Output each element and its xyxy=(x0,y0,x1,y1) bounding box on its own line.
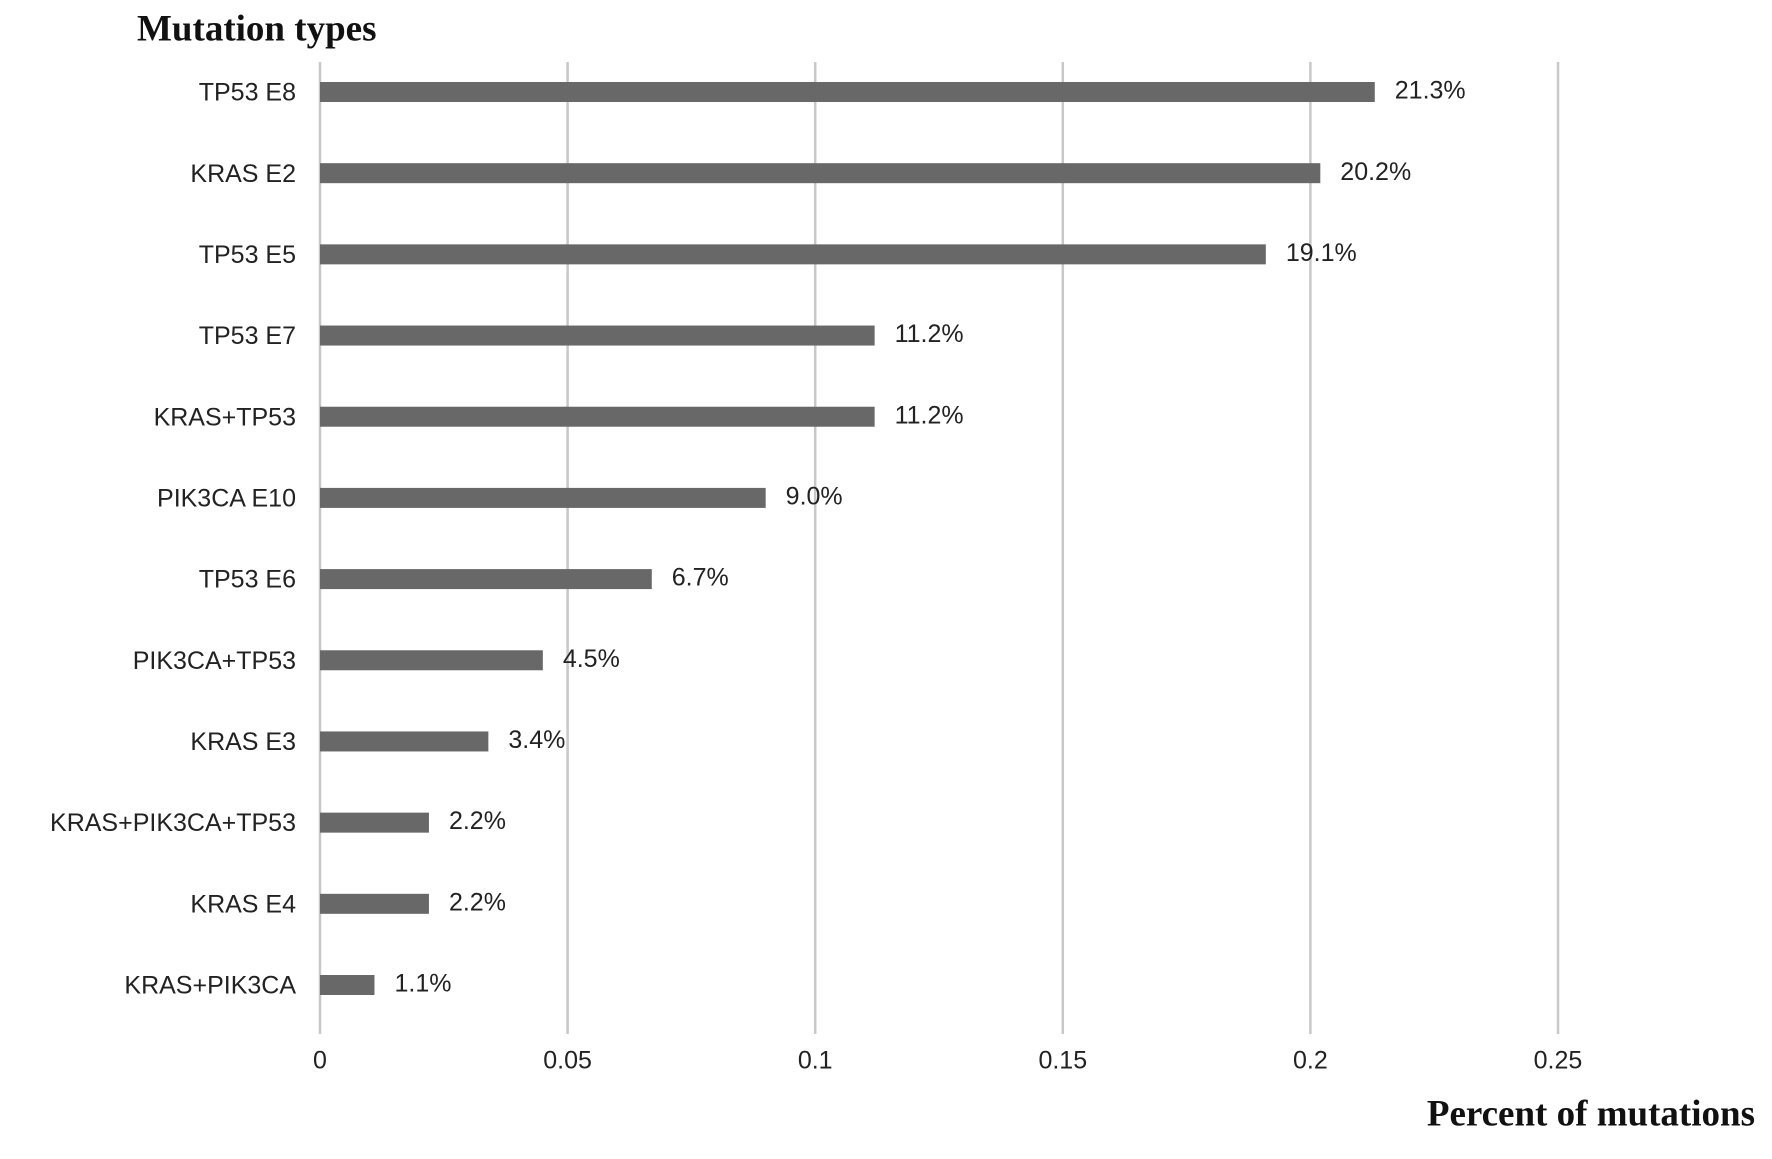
y-tick-label: PIK3CA+TP53 xyxy=(133,647,296,675)
x-tick-label: 0 xyxy=(313,1047,327,1075)
bar xyxy=(320,569,652,590)
value-label: 11.2% xyxy=(895,401,964,429)
value-label: 19.1% xyxy=(1286,239,1357,267)
x-tick-label: 0.05 xyxy=(543,1047,592,1075)
x-axis-label: Percent of mutations xyxy=(1427,1093,1755,1134)
value-label: 1.1% xyxy=(394,970,451,998)
bar xyxy=(320,244,1266,265)
bar xyxy=(320,731,489,752)
x-tick-label: 0.15 xyxy=(1038,1047,1087,1075)
y-tick-label: PIK3CA E10 xyxy=(157,485,296,513)
y-tick-label: TP53 E5 xyxy=(199,241,296,269)
bar xyxy=(320,812,429,833)
y-tick-label: TP53 E6 xyxy=(199,566,296,594)
value-label: 3.4% xyxy=(508,726,565,754)
y-tick-label: TP53 E8 xyxy=(199,79,296,107)
y-tick-label: KRAS E4 xyxy=(190,890,296,918)
bar xyxy=(320,82,1375,102)
bar xyxy=(320,163,1321,184)
bar xyxy=(320,893,429,914)
y-tick-label: KRAS E3 xyxy=(190,728,296,756)
bar xyxy=(320,406,875,427)
value-label: 9.0% xyxy=(786,483,843,511)
value-label: 21.3% xyxy=(1395,77,1466,105)
value-label: 6.7% xyxy=(672,564,729,592)
y-tick-label: KRAS+PIK3CA+TP53 xyxy=(50,809,296,837)
value-label: 4.5% xyxy=(563,645,620,673)
y-tick-label: TP53 E7 xyxy=(199,322,296,350)
chart-title: Mutation types xyxy=(137,8,376,49)
bar xyxy=(320,325,875,346)
value-label: 11.2% xyxy=(895,320,964,348)
value-label: 20.2% xyxy=(1340,158,1411,186)
bar xyxy=(320,650,543,671)
x-tick-label: 0.2 xyxy=(1293,1047,1328,1075)
value-label: 2.2% xyxy=(449,807,506,835)
x-tick-label: 0.1 xyxy=(798,1047,833,1075)
y-tick-label: KRAS+PIK3CA xyxy=(124,972,296,1000)
value-label: 2.2% xyxy=(449,888,506,916)
y-tick-label: KRAS E2 xyxy=(190,160,296,188)
x-tick-label: 0.25 xyxy=(1534,1047,1583,1075)
y-tick-label: KRAS+TP53 xyxy=(154,403,296,431)
bar xyxy=(320,487,766,508)
bar xyxy=(320,975,375,995)
